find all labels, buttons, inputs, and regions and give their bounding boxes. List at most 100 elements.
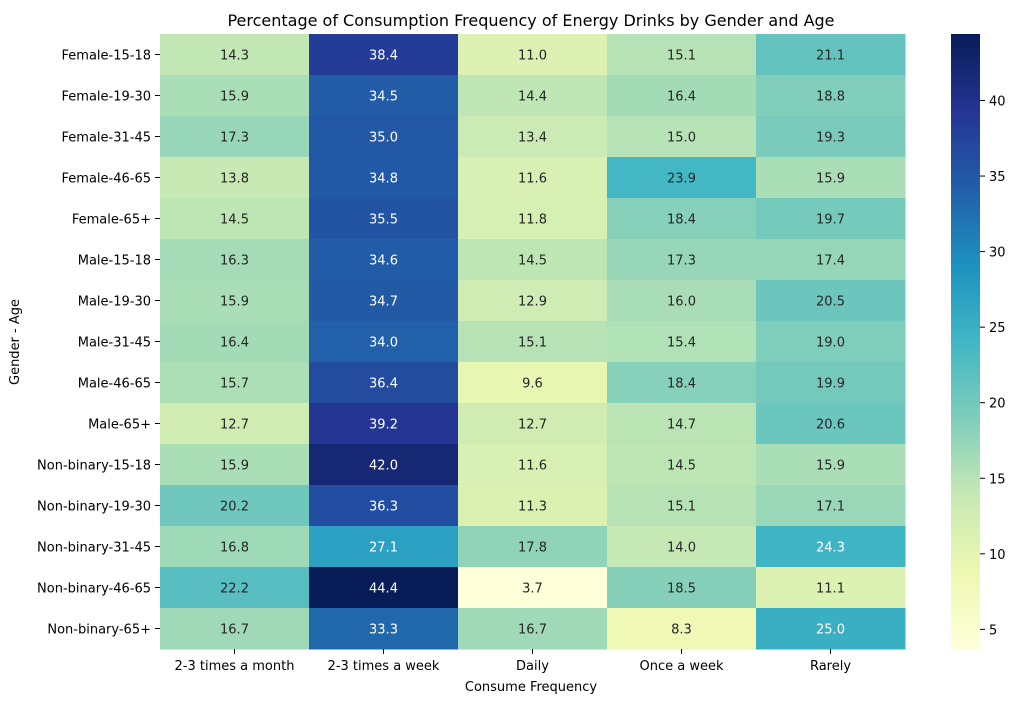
y-tick-label: Non-binary-19-30	[37, 500, 151, 515]
cell-value-label: 8.3	[671, 623, 692, 638]
heatmap-cell	[309, 362, 459, 404]
heatmap-cell	[458, 567, 608, 609]
cell-value-label: 20.2	[220, 500, 249, 515]
heatmap-cell	[160, 485, 310, 527]
heatmap-cell	[458, 485, 608, 527]
cell-value-label: 16.7	[220, 623, 249, 638]
heatmap-cell	[756, 362, 906, 404]
colorbar-tick-label: 15	[989, 472, 1006, 487]
heatmap-cell	[756, 608, 906, 650]
heatmap-cell	[309, 608, 459, 650]
cell-value-label: 13.8	[220, 172, 249, 187]
heatmap-cell	[607, 75, 757, 117]
heatmap-cell	[607, 34, 757, 76]
cell-value-label: 14.5	[220, 213, 249, 228]
cell-value-label: 21.1	[816, 49, 845, 64]
y-tick-label: Male-65+	[88, 418, 151, 433]
colorbar-tick-label: 25	[989, 321, 1006, 336]
heatmap-cell	[756, 403, 906, 445]
cell-value-label: 34.8	[369, 172, 398, 187]
cell-value-label: 11.1	[816, 582, 845, 597]
cell-value-label: 22.2	[220, 582, 249, 597]
cell-value-label: 3.7	[522, 582, 543, 597]
heatmap-cell	[309, 75, 459, 117]
heatmap-cell	[309, 403, 459, 445]
heatmap-cells: 14.3 38.4 11.0 15.1 21.1 15.9 34.5 14.4 16.4 18.8…	[160, 34, 906, 650]
heatmap-cell	[160, 116, 310, 158]
heatmap-cell	[607, 403, 757, 445]
heatmap-cell	[756, 444, 906, 486]
cell-value-label: 11.0	[518, 49, 547, 64]
heatmap-cell	[309, 485, 459, 527]
colorbar-tick-label: 10	[989, 548, 1006, 563]
cell-value-label: 17.8	[518, 541, 547, 556]
cell-value-label: 24.3	[816, 541, 845, 556]
cell-value-label: 44.4	[369, 582, 398, 597]
cell-value-label: 35.5	[369, 213, 398, 228]
heatmap-cell	[756, 116, 906, 158]
y-tick-labels: Female-15-18 Female-19-30 Female-31-45 Fema…	[37, 49, 160, 638]
heatmap-cell	[756, 567, 906, 609]
cell-value-label: 27.1	[369, 541, 398, 556]
heatmap-cell	[756, 198, 906, 240]
cell-value-label: 13.4	[518, 131, 547, 146]
heatmap-cell	[756, 239, 906, 281]
heatmap-cell	[160, 444, 310, 486]
heatmap-cell	[160, 239, 310, 281]
cell-value-label: 15.9	[220, 90, 249, 105]
heatmap-cell	[309, 444, 459, 486]
heatmap-cell	[607, 239, 757, 281]
heatmap-cell	[160, 362, 310, 404]
cell-value-label: 23.9	[667, 172, 696, 187]
cell-value-label: 34.7	[369, 295, 398, 310]
cell-value-label: 19.9	[816, 377, 845, 392]
cell-value-label: 18.5	[667, 582, 696, 597]
heatmap-cell	[458, 321, 608, 363]
cell-value-label: 15.1	[667, 500, 696, 515]
y-tick-label: Male-15-18	[78, 254, 151, 269]
cell-value-label: 25.0	[816, 623, 845, 638]
cell-value-label: 17.3	[220, 131, 249, 146]
cell-value-label: 18.4	[667, 377, 696, 392]
cell-value-label: 15.9	[816, 172, 845, 187]
cell-value-label: 18.4	[667, 213, 696, 228]
cell-value-label: 15.4	[667, 336, 696, 351]
cell-value-label: 14.5	[667, 459, 696, 474]
heatmap-cell	[607, 444, 757, 486]
heatmap-cell	[160, 526, 310, 568]
heatmap-cell	[160, 321, 310, 363]
chart-title: Percentage of Consumption Frequency of E…	[227, 11, 834, 30]
heatmap-cell	[458, 362, 608, 404]
heatmap-cell	[756, 157, 906, 199]
cell-value-label: 35.0	[369, 131, 398, 146]
cell-value-label: 16.0	[667, 295, 696, 310]
cell-value-label: 20.5	[816, 295, 845, 310]
heatmap-cell	[309, 198, 459, 240]
heatmap-cell	[309, 321, 459, 363]
cell-value-label: 15.7	[220, 377, 249, 392]
cell-value-label: 14.5	[518, 254, 547, 269]
heatmap-cell	[309, 239, 459, 281]
heatmap-cell	[458, 116, 608, 158]
x-tick-label: 2-3 times a week	[328, 659, 440, 674]
y-tick-label: Non-binary-15-18	[37, 459, 151, 474]
heatmap-cell	[458, 239, 608, 281]
heatmap-cell	[458, 157, 608, 199]
heatmap-cell	[309, 280, 459, 322]
heatmap-cell	[756, 321, 906, 363]
x-tick-labels: 2-3 times a month 2-3 times a week Daily On…	[175, 649, 851, 674]
heatmap-cell	[458, 198, 608, 240]
y-tick-label: Non-binary-46-65	[37, 582, 151, 597]
colorbar-tick-label: 20	[989, 397, 1006, 412]
y-tick-label: Male-31-45	[78, 336, 151, 351]
cell-value-label: 12.9	[518, 295, 547, 310]
y-tick-label: Non-binary-65+	[47, 623, 151, 638]
heatmap-cell	[160, 567, 310, 609]
heatmap-cell	[160, 75, 310, 117]
cell-value-label: 14.7	[667, 418, 696, 433]
cell-value-label: 17.4	[816, 254, 845, 269]
heatmap-cell	[756, 34, 906, 76]
cell-value-label: 34.5	[369, 90, 398, 105]
y-tick-label: Female-19-30	[62, 90, 151, 105]
heatmap-cell	[756, 526, 906, 568]
